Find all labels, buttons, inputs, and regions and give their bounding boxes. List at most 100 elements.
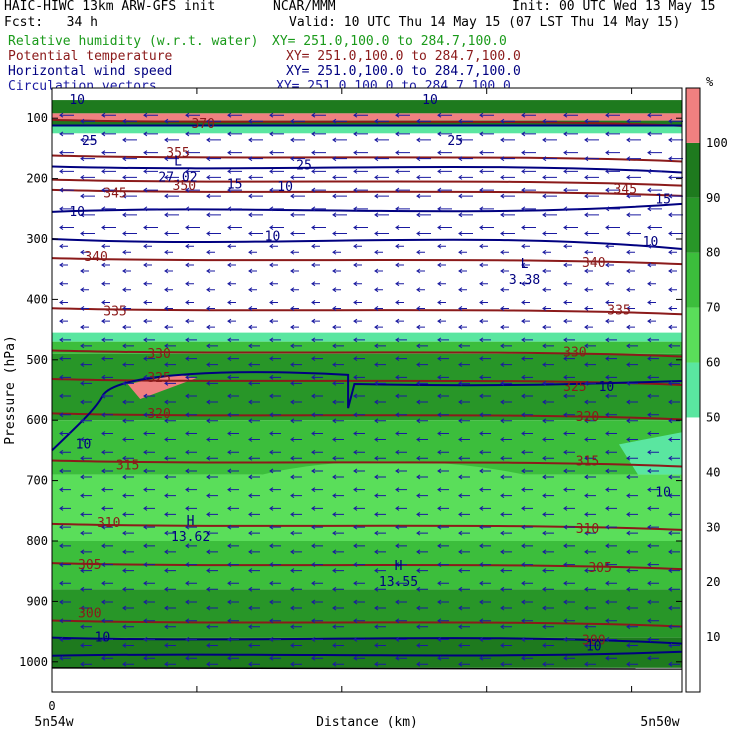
circulation-vector — [269, 412, 281, 418]
circulation-vector — [101, 468, 113, 474]
circulation-vector — [227, 150, 242, 156]
circulation-vector — [626, 455, 638, 461]
theta-label: 345 — [614, 182, 637, 197]
circulation-vector — [626, 511, 638, 517]
extremum-value: 27.02 — [158, 171, 197, 186]
circulation-vector — [500, 118, 515, 124]
circulation-vector — [395, 187, 410, 193]
circulation-vector — [584, 418, 596, 424]
circulation-vector — [668, 493, 680, 499]
circulation-vector — [101, 150, 116, 156]
circulation-vector — [290, 474, 302, 480]
circulation-vector — [290, 324, 299, 330]
circulation-vector — [500, 306, 509, 311]
circulation-vector — [143, 243, 152, 249]
circulation-vector — [164, 568, 176, 573]
circulation-vector — [164, 455, 176, 461]
circulation-vector — [647, 356, 659, 362]
circulation-vector — [668, 511, 680, 517]
circulation-vector — [563, 580, 575, 586]
circulation-vector — [332, 661, 344, 667]
circulation-vector — [80, 306, 89, 311]
circulation-vector — [290, 249, 299, 255]
circulation-vector — [668, 418, 680, 424]
circulation-vector — [227, 618, 239, 624]
circulation-vector — [122, 437, 134, 442]
circulation-vector — [248, 231, 263, 236]
circulation-vector — [59, 187, 74, 193]
circulation-vector — [437, 131, 452, 137]
circulation-vector — [59, 206, 74, 212]
circulation-vector — [584, 455, 596, 461]
theta-label: 335 — [103, 304, 126, 319]
circulation-vector — [437, 412, 449, 418]
circulation-vector — [563, 543, 575, 549]
circulation-vector — [101, 281, 110, 287]
circulation-vector — [143, 281, 152, 287]
circulation-vector — [248, 118, 263, 124]
circulation-vector — [122, 268, 131, 274]
circulation-vector — [206, 343, 218, 349]
circulation-vector — [227, 655, 239, 661]
circulation-vector — [227, 524, 239, 530]
circulation-vector — [563, 150, 578, 156]
circulation-vector — [500, 212, 515, 218]
circulation-vector — [500, 380, 512, 386]
circulation-vector — [542, 212, 557, 218]
circulation-vector — [647, 562, 659, 567]
circulation-vector — [563, 243, 572, 249]
circulation-vector — [458, 324, 467, 330]
circulation-vector — [311, 393, 323, 399]
circulation-vector — [479, 618, 491, 624]
circulation-vector — [59, 131, 74, 137]
circulation-vector — [416, 437, 428, 442]
wind-label: 10 — [265, 230, 281, 245]
circulation-vector — [626, 661, 638, 667]
circulation-vector — [122, 343, 134, 349]
circulation-vector — [416, 174, 431, 180]
circulation-vector — [122, 493, 134, 499]
wind-label: 10 — [76, 437, 92, 452]
circulation-vector — [332, 362, 344, 368]
circulation-vector — [605, 524, 617, 530]
circulation-vector — [311, 356, 323, 362]
circulation-vector — [101, 580, 113, 586]
circulation-vector — [59, 243, 68, 249]
circulation-vector — [227, 468, 239, 474]
circulation-vector — [353, 337, 365, 343]
circulation-vector — [122, 174, 137, 180]
circulation-vector — [584, 380, 596, 386]
circulation-vector — [143, 637, 155, 642]
circulation-vector — [227, 543, 239, 549]
circulation-vector — [479, 225, 494, 230]
circulation-vector — [332, 231, 347, 236]
circulation-vector — [311, 468, 323, 474]
circulation-vector — [353, 168, 368, 174]
circulation-vector — [626, 268, 635, 274]
circulation-vector — [290, 118, 305, 124]
circulation-vector — [164, 661, 176, 667]
circulation-vector — [605, 618, 617, 624]
circulation-vector — [206, 174, 221, 180]
circulation-vector — [353, 431, 365, 436]
circulation-vector — [458, 343, 470, 349]
colorbar-swatch — [686, 307, 700, 363]
circulation-vector — [59, 431, 71, 436]
theta-isentrope — [51, 459, 683, 468]
circulation-vector — [542, 643, 554, 648]
circulation-vector — [185, 655, 197, 661]
circulation-vector — [374, 643, 386, 648]
circulation-vector — [332, 380, 344, 386]
circulation-vector — [395, 225, 410, 230]
circulation-vector — [437, 374, 449, 380]
circulation-vector — [500, 455, 512, 461]
circulation-vector — [164, 268, 173, 274]
circulation-vector — [269, 637, 281, 642]
circulation-vector — [521, 618, 533, 624]
circulation-vector — [605, 243, 614, 249]
circulation-vector — [458, 287, 467, 293]
circulation-vector — [416, 118, 431, 124]
circulation-vector — [395, 243, 404, 249]
circulation-vector — [563, 262, 572, 268]
circulation-vector — [521, 524, 533, 530]
